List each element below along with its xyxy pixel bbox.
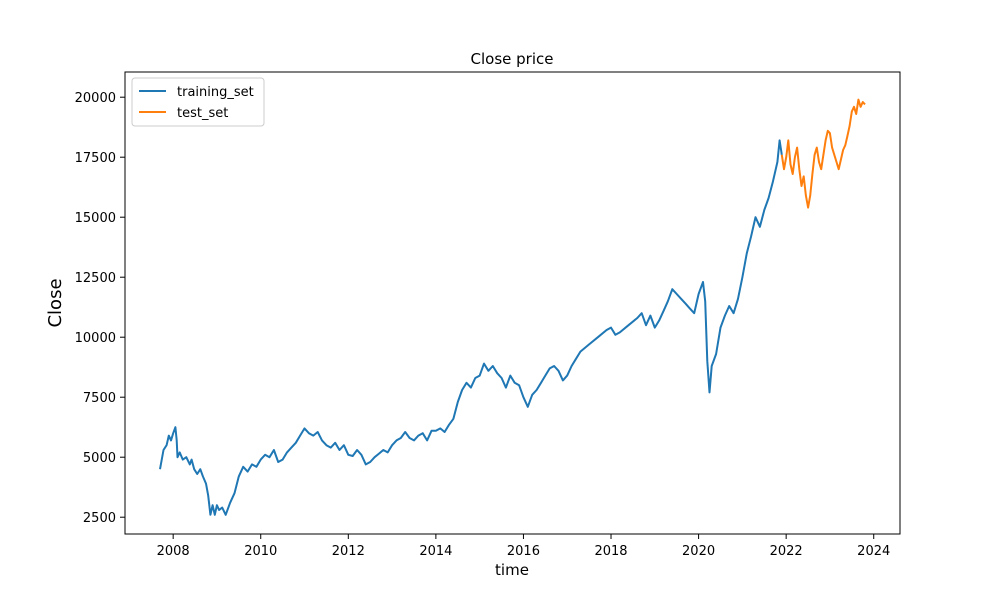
x-tick-label: 2008	[157, 544, 190, 559]
series-line-training-set	[159, 139, 783, 516]
y-tick-label: 2500	[83, 511, 116, 526]
y-axis-label: Close	[45, 278, 66, 327]
y-tick-label: 20000	[75, 91, 116, 106]
axes-background	[125, 72, 900, 534]
legend-label-training-set: training_set	[177, 85, 254, 100]
y-tick-label: 12500	[75, 271, 116, 286]
y-tick-label: 17500	[75, 151, 116, 166]
series-line-test-set	[780, 98, 866, 209]
chart-title: Close price	[471, 50, 554, 68]
x-tick-label: 2014	[419, 544, 452, 559]
axes-frame	[124, 71, 901, 535]
x-tick-label: 2020	[682, 544, 715, 559]
x-tick-label: 2016	[507, 544, 540, 559]
x-tick-label: 2024	[857, 544, 890, 559]
x-tick-label: 2022	[770, 544, 803, 559]
x-tick-label: 2010	[244, 544, 277, 559]
x-tick-label: 2012	[332, 544, 365, 559]
y-tick-label: 7500	[83, 391, 116, 406]
y-tick-label: 15000	[75, 211, 116, 226]
y-tick-label: 10000	[75, 331, 116, 346]
x-axis: 2008 2010 2012 2014 2016 2018 2020 2022 2024	[157, 534, 890, 559]
x-axis-label: time	[495, 561, 529, 579]
legend: training_set test_set	[131, 77, 265, 127]
y-axis: 2500 5000 7500 10000 12500 15000 17500 20000	[75, 91, 125, 526]
series-layer	[159, 98, 866, 516]
plot-area	[124, 71, 901, 535]
y-tick-label: 5000	[83, 451, 116, 466]
legend-label-test-set: test_set	[177, 106, 228, 121]
x-tick-label: 2018	[594, 544, 627, 559]
